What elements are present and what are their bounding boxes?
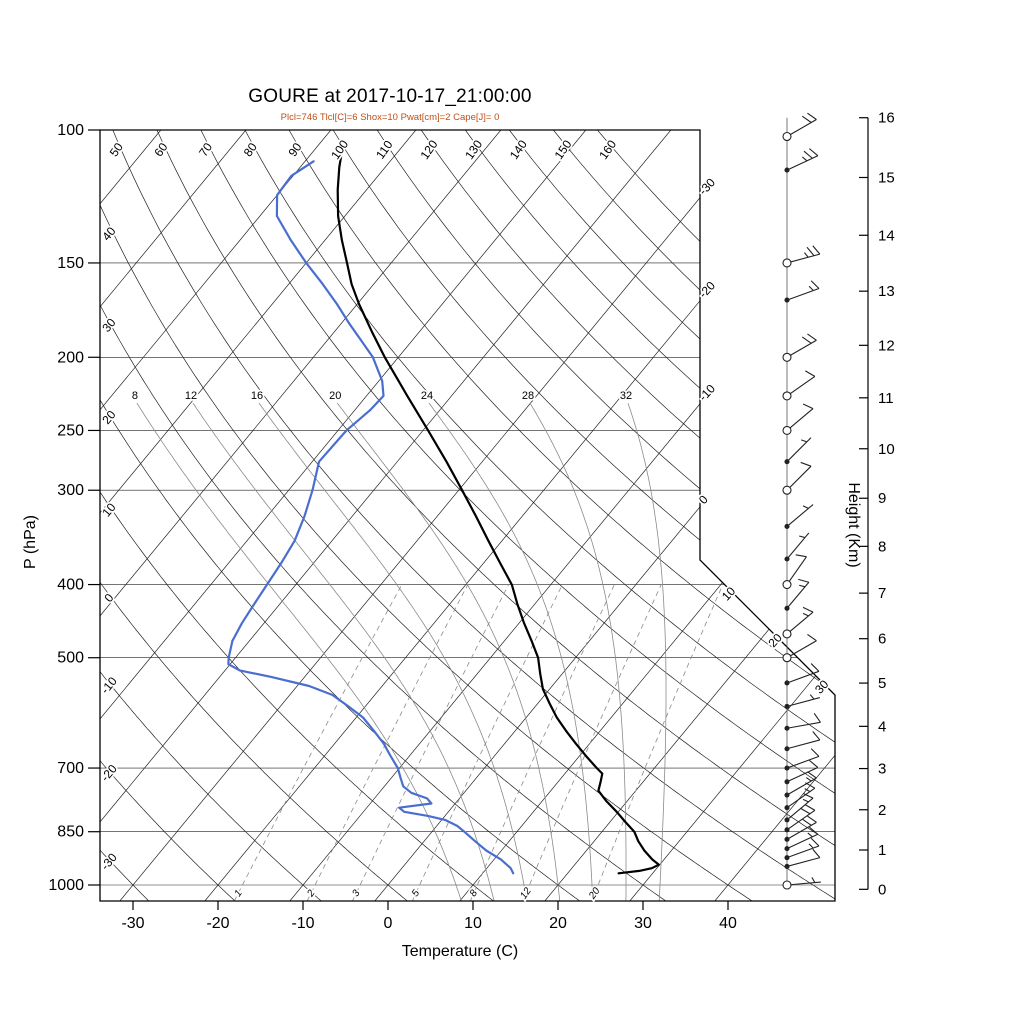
svg-text:2: 2 bbox=[305, 888, 318, 900]
svg-text:14: 14 bbox=[878, 227, 895, 244]
svg-text:-30: -30 bbox=[696, 175, 718, 197]
svg-text:20: 20 bbox=[549, 915, 567, 932]
svg-text:6: 6 bbox=[878, 631, 886, 648]
svg-text:4: 4 bbox=[878, 718, 886, 735]
svg-text:-20: -20 bbox=[206, 915, 229, 932]
svg-text:-10: -10 bbox=[291, 915, 314, 932]
svg-text:150: 150 bbox=[57, 255, 84, 272]
svg-text:300: 300 bbox=[57, 482, 84, 499]
chart-title: GOURE at 2017-10-17_21:00:00 bbox=[248, 86, 532, 107]
svg-text:0: 0 bbox=[384, 915, 393, 932]
temperature-axis-label: Temperature (C) bbox=[401, 943, 519, 960]
svg-text:15: 15 bbox=[878, 169, 895, 186]
svg-text:20: 20 bbox=[587, 885, 603, 902]
svg-text:12: 12 bbox=[878, 337, 895, 354]
svg-text:1000: 1000 bbox=[48, 877, 84, 894]
svg-text:80: 80 bbox=[241, 140, 260, 159]
stability-indices-line: Plcl=746 Tlcl[C]=6 Shox=10 Pwat[cm]=2 Ca… bbox=[280, 112, 500, 123]
svg-text:10: 10 bbox=[719, 584, 739, 604]
svg-text:250: 250 bbox=[57, 422, 84, 439]
svg-text:3: 3 bbox=[878, 761, 886, 778]
svg-text:12: 12 bbox=[185, 390, 197, 402]
svg-text:1: 1 bbox=[233, 888, 245, 899]
svg-text:120: 120 bbox=[418, 137, 441, 162]
svg-text:40: 40 bbox=[719, 915, 737, 932]
svg-text:130: 130 bbox=[462, 137, 485, 162]
svg-text:50: 50 bbox=[107, 140, 126, 159]
svg-text:60: 60 bbox=[151, 140, 170, 159]
svg-text:90: 90 bbox=[285, 140, 304, 159]
svg-text:-20: -20 bbox=[696, 278, 718, 300]
svg-text:0: 0 bbox=[101, 591, 116, 605]
svg-text:-30: -30 bbox=[121, 915, 144, 932]
svg-text:5: 5 bbox=[410, 888, 422, 899]
svg-text:10: 10 bbox=[464, 915, 482, 932]
svg-text:2: 2 bbox=[878, 802, 886, 819]
svg-text:0: 0 bbox=[696, 492, 711, 507]
svg-text:200: 200 bbox=[57, 349, 84, 366]
svg-text:100: 100 bbox=[57, 122, 84, 139]
svg-text:28: 28 bbox=[522, 390, 534, 402]
svg-text:40: 40 bbox=[99, 224, 119, 243]
svg-text:30: 30 bbox=[634, 915, 652, 932]
svg-text:1: 1 bbox=[878, 842, 886, 859]
svg-text:16: 16 bbox=[251, 390, 263, 402]
svg-text:-10: -10 bbox=[98, 674, 120, 697]
svg-text:0: 0 bbox=[878, 881, 886, 898]
svg-text:20: 20 bbox=[99, 407, 119, 426]
svg-text:140: 140 bbox=[507, 137, 530, 162]
svg-text:3: 3 bbox=[350, 888, 362, 899]
svg-text:24: 24 bbox=[421, 390, 433, 402]
svg-text:-10: -10 bbox=[696, 381, 718, 403]
svg-text:700: 700 bbox=[57, 760, 84, 777]
svg-text:16: 16 bbox=[878, 110, 895, 127]
svg-text:10: 10 bbox=[99, 500, 119, 519]
svg-text:20: 20 bbox=[329, 390, 341, 402]
svg-text:12: 12 bbox=[518, 885, 534, 901]
svg-text:70: 70 bbox=[196, 140, 215, 159]
svg-text:150: 150 bbox=[552, 137, 575, 162]
svg-text:500: 500 bbox=[57, 650, 84, 667]
svg-text:7: 7 bbox=[878, 585, 886, 602]
svg-text:20: 20 bbox=[765, 630, 785, 650]
svg-text:400: 400 bbox=[57, 577, 84, 594]
svg-text:5: 5 bbox=[878, 675, 886, 692]
svg-text:-30: -30 bbox=[98, 850, 120, 873]
svg-text:850: 850 bbox=[57, 824, 84, 841]
svg-text:8: 8 bbox=[132, 390, 138, 402]
svg-text:30: 30 bbox=[812, 677, 832, 697]
svg-text:11: 11 bbox=[878, 390, 894, 407]
svg-text:13: 13 bbox=[878, 283, 895, 300]
svg-text:-20: -20 bbox=[98, 762, 120, 785]
svg-text:9: 9 bbox=[878, 490, 886, 507]
svg-text:160: 160 bbox=[596, 137, 619, 162]
svg-text:32: 32 bbox=[620, 390, 632, 402]
svg-text:100: 100 bbox=[328, 137, 351, 162]
svg-text:8: 8 bbox=[878, 538, 886, 555]
svg-text:10: 10 bbox=[878, 441, 895, 458]
svg-text:30: 30 bbox=[99, 315, 119, 334]
